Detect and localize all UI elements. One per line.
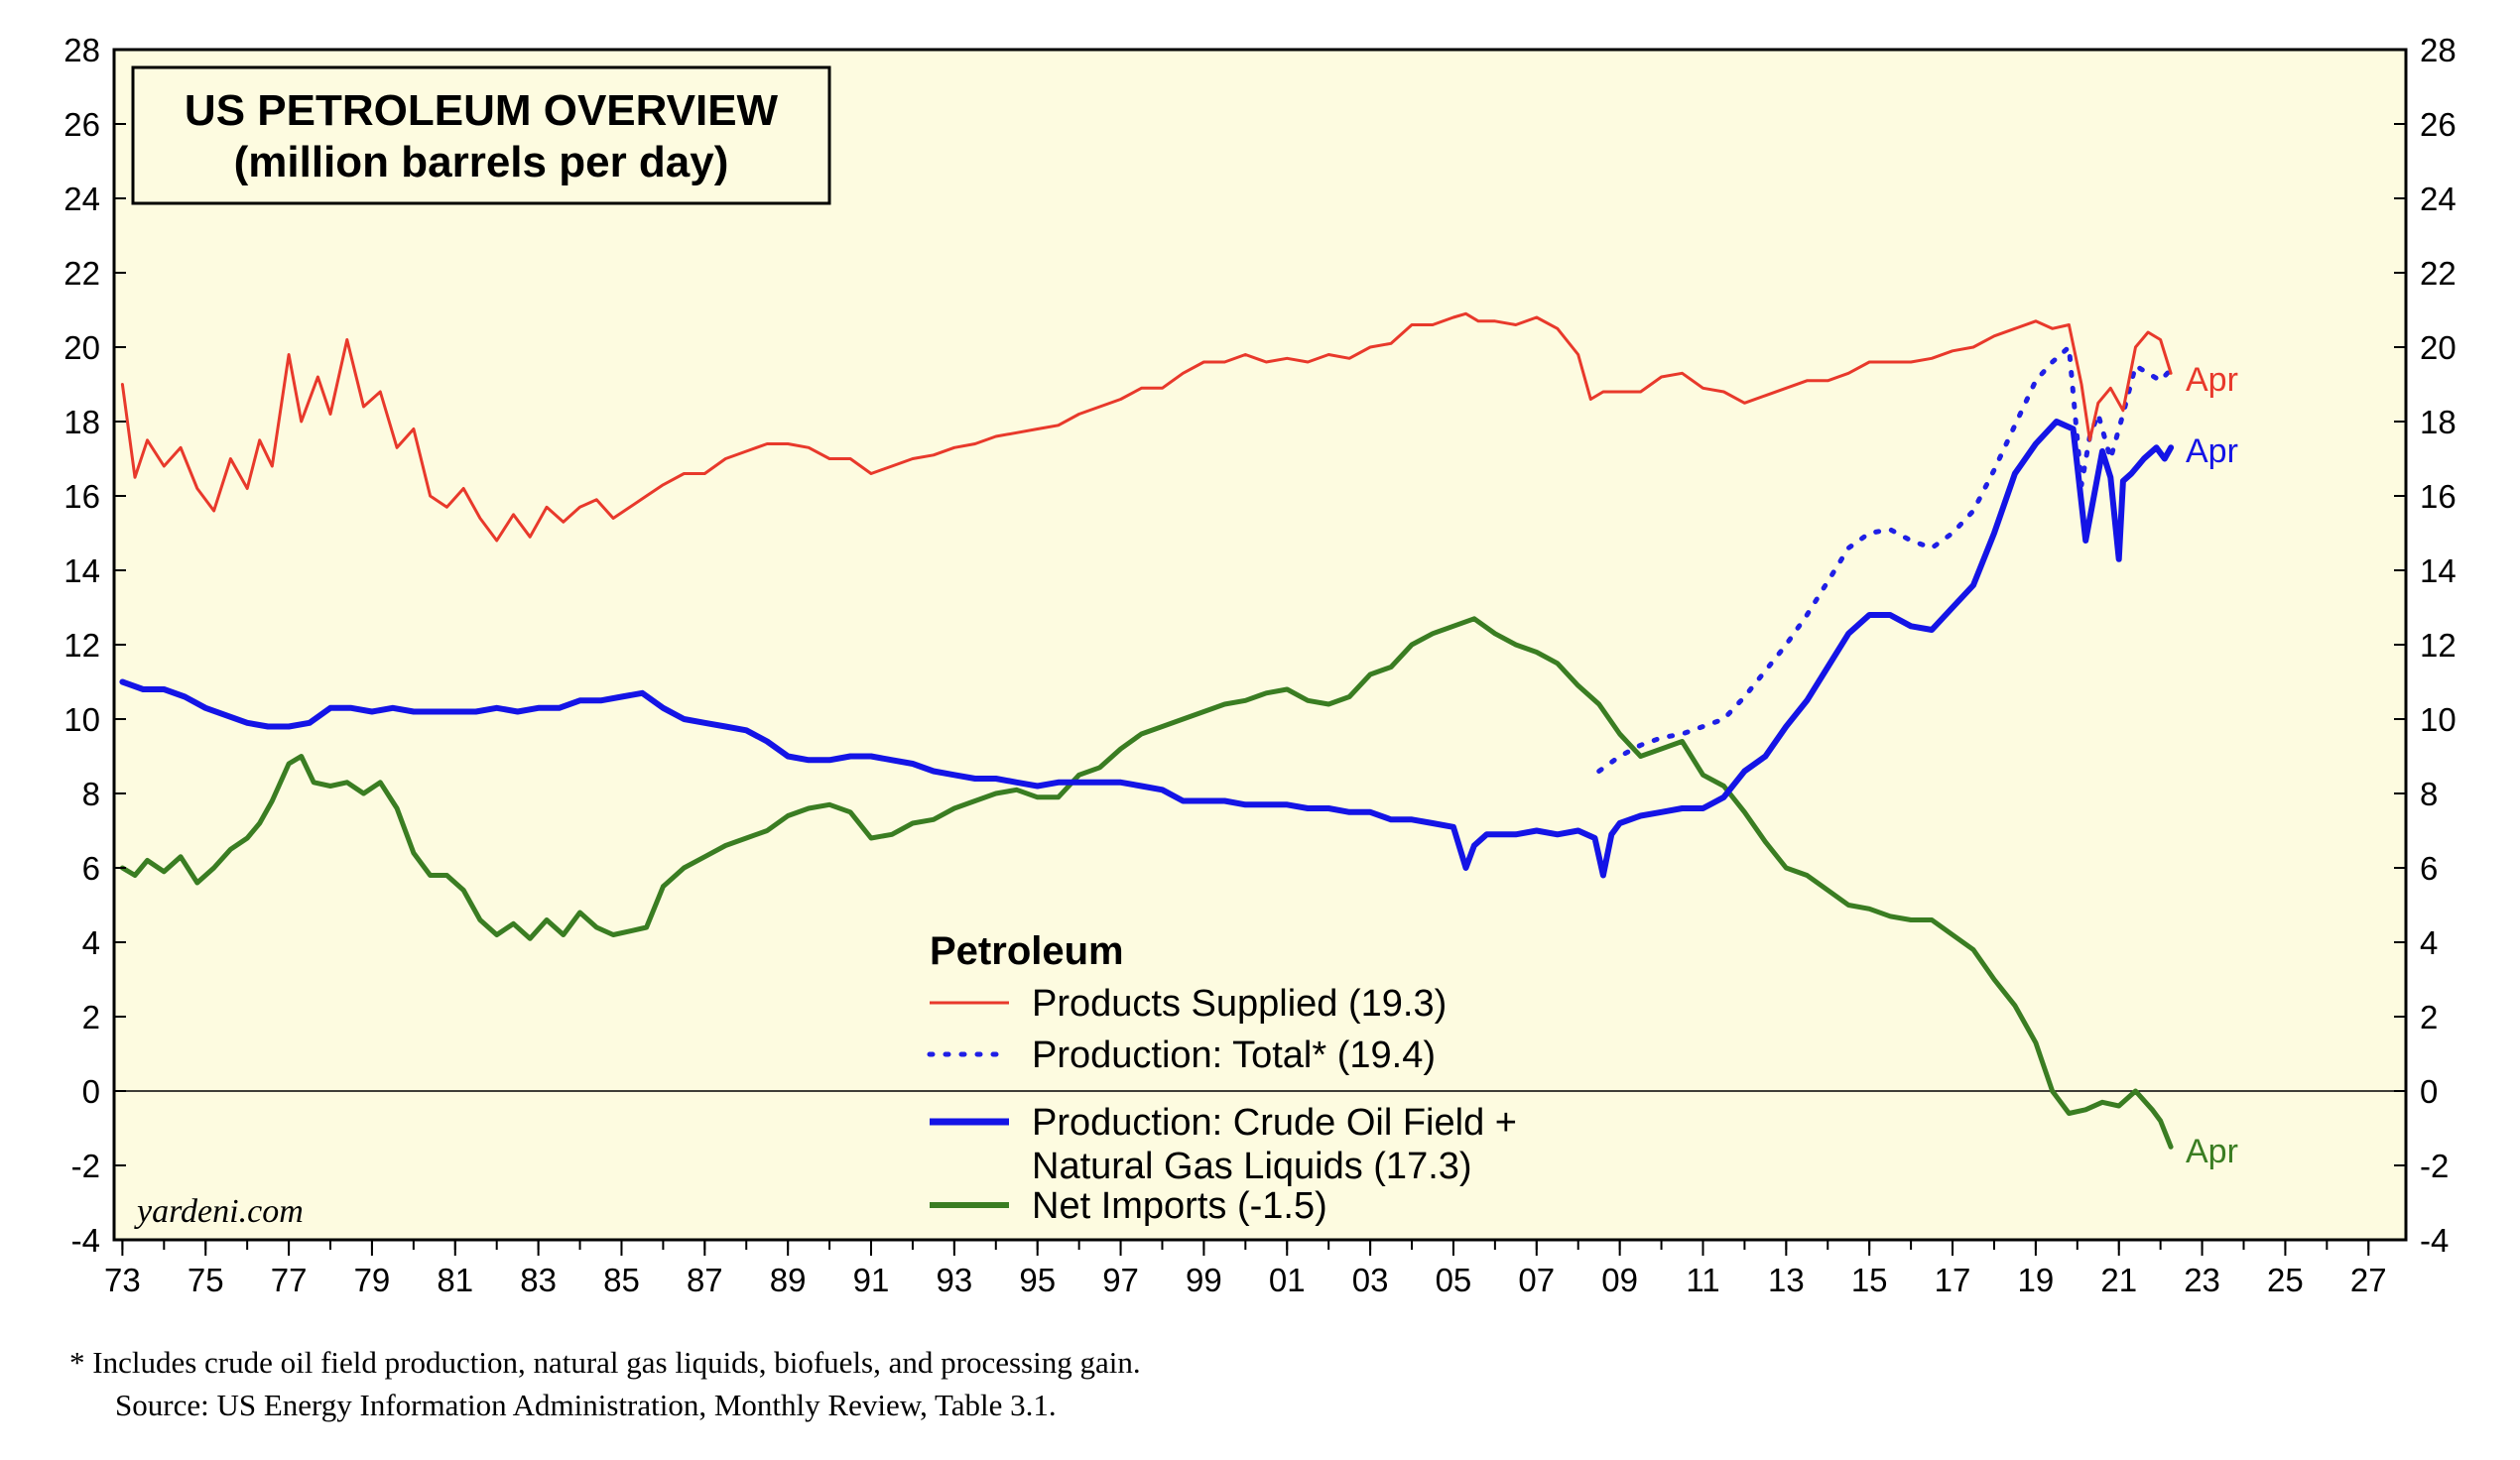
y-tick-label-left: 20	[63, 329, 100, 366]
chart-title-line2: (million barrels per day)	[234, 138, 729, 186]
x-tick-label: 91	[853, 1262, 890, 1298]
y-tick-label-right: 8	[2420, 776, 2438, 812]
x-tick-label: 99	[1186, 1262, 1222, 1298]
x-tick-label: 85	[603, 1262, 640, 1298]
legend-label-products-supplied: Products Supplied (19.3)	[1032, 983, 1447, 1025]
y-tick-label-right: 10	[2420, 701, 2457, 738]
y-tick-label-right: 20	[2420, 329, 2457, 366]
x-axis: 73 75 77 79 81 83 85 87 89 91 93 95 97 99 01 03 05 07 09 11…	[104, 1240, 2387, 1298]
y-tick-label-left: 2	[82, 999, 100, 1035]
x-tick-label: 11	[1686, 1262, 1719, 1298]
y-tick-label-right: 2	[2420, 999, 2438, 1035]
x-tick-label: 97	[1102, 1262, 1139, 1298]
x-tick-label: 93	[937, 1262, 973, 1298]
plot-area	[114, 50, 2406, 1240]
legend-label-net-imports: Net Imports (-1.5)	[1032, 1185, 1327, 1227]
source-note: Source: US Energy Information Administra…	[115, 1388, 1057, 1422]
y-tick-label-left: 14	[63, 552, 100, 589]
y-tick-label-left: 8	[82, 776, 100, 812]
x-tick-label: 83	[520, 1262, 557, 1298]
y-tick-label-left: 0	[82, 1073, 100, 1110]
y-tick-label-right: 18	[2420, 404, 2457, 440]
x-tick-label: 95	[1019, 1262, 1056, 1298]
title-frame	[131, 65, 831, 205]
legend-label-production-crude-line2: Natural Gas Liquids (17.3)	[1032, 1146, 1472, 1187]
x-tick-label: 21	[2100, 1262, 2137, 1298]
x-tick-label: 15	[1851, 1262, 1888, 1298]
end-label-products-supplied: Apr	[2186, 361, 2238, 399]
series-group	[119, 311, 2175, 1150]
footnote: * Includes crude oil field production, n…	[69, 1345, 1141, 1380]
y-tick-label-right: 14	[2420, 552, 2457, 589]
y-tick-label-right: -4	[2420, 1222, 2449, 1259]
y-tick-label-left: 6	[82, 850, 100, 887]
legend-label-production-total: Production: Total* (19.4)	[1032, 1034, 1436, 1076]
title-box: US PETROLEUM OVERVIEW (million barrels p…	[131, 65, 831, 205]
x-tick-label: 17	[1935, 1262, 1971, 1298]
y-tick-label-right: 26	[2420, 106, 2457, 143]
y-tick-label-right: 16	[2420, 478, 2457, 515]
y-tick-label-left: 10	[63, 701, 100, 738]
y-tick-label-right: 6	[2420, 850, 2438, 887]
legend: Petroleum Products Supplied (19.3) Produ…	[927, 929, 1517, 1227]
x-tick-label: 89	[770, 1262, 807, 1298]
chart-title-line1: US PETROLEUM OVERVIEW	[185, 86, 779, 135]
x-tick-label: 75	[188, 1262, 224, 1298]
y-tick-label-right: 28	[2420, 32, 2457, 68]
y-tick-label-right: 24	[2420, 181, 2457, 217]
x-tick-label: 09	[1601, 1262, 1638, 1298]
x-tick-label: 01	[1269, 1262, 1306, 1298]
x-tick-label: 13	[1768, 1262, 1805, 1298]
x-tick-label: 03	[1352, 1262, 1389, 1298]
x-tick-label: 73	[104, 1262, 141, 1298]
x-tick-label: 07	[1518, 1262, 1555, 1298]
y-tick-label-left: 16	[63, 478, 100, 515]
x-tick-label: 05	[1436, 1262, 1472, 1298]
y-tick-label-right: -2	[2420, 1148, 2449, 1184]
y-tick-label-right: 12	[2420, 627, 2457, 664]
x-tick-label: 19	[2018, 1262, 2055, 1298]
y-tick-label-left: 18	[63, 404, 100, 440]
legend-title: Petroleum	[930, 929, 1124, 973]
y-tick-label-right: 0	[2420, 1073, 2438, 1110]
y-tick-label-left: 22	[63, 255, 100, 292]
y-tick-label-left: 4	[82, 924, 100, 961]
x-tick-label: 23	[2184, 1262, 2220, 1298]
series-line-net-imports	[119, 616, 2174, 1150]
y-tick-label-left: -4	[71, 1222, 100, 1259]
end-label-net-imports: Apr	[2186, 1133, 2238, 1170]
y-tick-label-left: -2	[71, 1148, 100, 1184]
x-tick-label: 79	[354, 1262, 391, 1298]
y-tick-label-left: 26	[63, 106, 100, 143]
end-label-production-crude: Apr	[2186, 432, 2238, 470]
legend-label-production-crude-line1: Production: Crude Oil Field +	[1032, 1102, 1517, 1144]
x-tick-label: 25	[2267, 1262, 2304, 1298]
x-tick-label: 77	[271, 1262, 308, 1298]
x-tick-label: 27	[2350, 1262, 2387, 1298]
y-tick-label-left: 28	[63, 32, 100, 68]
watermark: yardeni.com	[134, 1193, 304, 1230]
y-tick-label-left: 12	[63, 627, 100, 664]
series-line-products-supplied	[120, 311, 2173, 543]
series-line-production-crude	[119, 419, 2175, 879]
y-tick-label-right: 4	[2420, 924, 2438, 961]
x-tick-label: 81	[437, 1262, 473, 1298]
y-tick-label-right: 22	[2420, 255, 2457, 292]
y-tick-label-left: 24	[63, 181, 100, 217]
x-tick-label: 87	[687, 1262, 723, 1298]
